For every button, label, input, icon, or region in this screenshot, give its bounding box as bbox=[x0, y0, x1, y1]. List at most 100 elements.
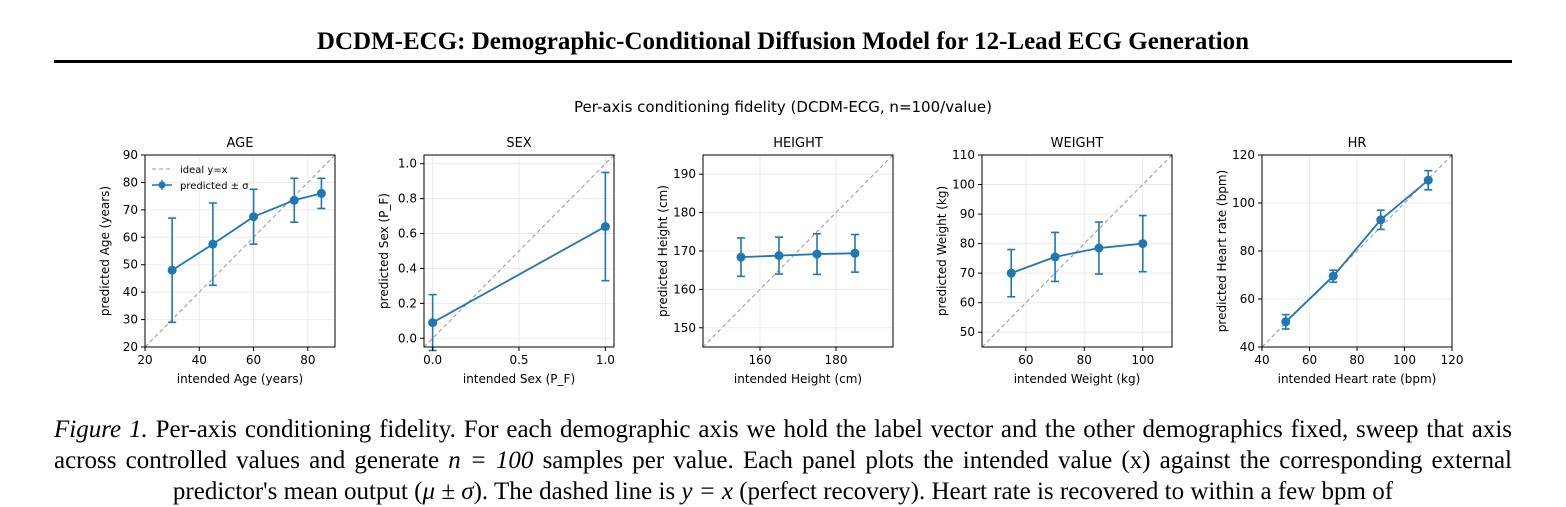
data-point bbox=[428, 318, 438, 328]
y-tick-label: 100 bbox=[1232, 196, 1255, 210]
y-tick-label: 110 bbox=[952, 148, 975, 162]
data-point bbox=[249, 212, 259, 222]
y-tick-label: 120 bbox=[1232, 148, 1255, 162]
y-tick-label: 50 bbox=[123, 258, 138, 272]
y-tick-label: 40 bbox=[1240, 340, 1255, 354]
y-tick-label: 0.6 bbox=[398, 227, 417, 241]
data-point bbox=[1376, 215, 1386, 225]
chart-panel-age: 20 40 60 80 20 30 40 50 60 70 80 90 AGE intended Age … bbox=[98, 136, 336, 386]
caption-label: Figure 1. bbox=[54, 416, 148, 443]
y-tick-label: 150 bbox=[673, 321, 696, 335]
legend-entry-ideal: ideal y=x bbox=[180, 165, 228, 176]
x-tick-label: 0.5 bbox=[509, 353, 528, 367]
data-point bbox=[208, 239, 218, 249]
chart-panel-hr: 40 60 80 100 120 40 60 80 100 120 HR intended Heart… bbox=[1215, 136, 1463, 386]
x-tick-label: 40 bbox=[1254, 353, 1269, 367]
y-tick-label: 180 bbox=[673, 206, 696, 220]
data-point bbox=[736, 252, 746, 262]
x-tick-label: 180 bbox=[825, 353, 848, 367]
y-tick-label: 90 bbox=[123, 148, 138, 162]
ideal-line bbox=[702, 154, 894, 348]
x-axis-label: intended Age (years) bbox=[177, 372, 303, 386]
x-tick-label: 40 bbox=[192, 353, 207, 367]
y-tick-label: 100 bbox=[952, 178, 975, 192]
y-tick-label: 60 bbox=[960, 296, 975, 310]
data-point bbox=[316, 188, 326, 198]
series-line bbox=[1010, 242, 1143, 274]
axes-frame bbox=[981, 154, 1173, 348]
panels-group: 20 40 60 80 20 30 40 50 60 70 80 90 AGE intended Age … bbox=[98, 136, 1463, 386]
x-tick-label: 0.0 bbox=[423, 353, 442, 367]
x-tick-label: 100 bbox=[1131, 353, 1154, 367]
caption-math-n: n = 100 bbox=[448, 447, 534, 474]
y-tick-label: 80 bbox=[123, 175, 138, 189]
data-point bbox=[1138, 239, 1148, 249]
axes-frame bbox=[144, 154, 336, 348]
x-tick-label: 60 bbox=[246, 353, 261, 367]
y-tick-label: 190 bbox=[673, 167, 696, 181]
y-axis-label: predicted Sex (P_F) bbox=[377, 193, 391, 309]
ideal-line bbox=[981, 154, 1173, 348]
data-point bbox=[774, 251, 784, 261]
y-axis-label: predicted Heart rate (bpm) bbox=[1215, 170, 1229, 332]
y-tick-label: 80 bbox=[960, 237, 975, 251]
y-tick-label: 90 bbox=[960, 207, 975, 221]
data-point bbox=[1006, 268, 1016, 278]
x-tick-label: 160 bbox=[749, 353, 772, 367]
x-tick-label: 100 bbox=[1393, 353, 1416, 367]
y-tick-label: 60 bbox=[123, 230, 138, 244]
caption-math-yx: y = x bbox=[681, 478, 733, 505]
figure-caption: Figure 1. Per-axis conditioning fidelity… bbox=[54, 414, 1512, 507]
data-point bbox=[850, 248, 860, 258]
data-point bbox=[1050, 252, 1060, 262]
chart-panel-height: 160 180 150 160 170 180 190 HEIGHT intended Heig… bbox=[656, 136, 894, 386]
y-tick-label: 70 bbox=[123, 203, 138, 217]
x-tick-label: 80 bbox=[300, 353, 315, 367]
legend-series-marker bbox=[158, 181, 166, 189]
series-line bbox=[740, 252, 856, 259]
y-tick-label: 70 bbox=[960, 266, 975, 280]
series-line bbox=[432, 225, 606, 324]
x-tick-label: 1.0 bbox=[596, 353, 615, 367]
y-tick-label: 160 bbox=[673, 282, 696, 296]
paper-running-title: DCDM-ECG: Demographic-Conditional Diffus… bbox=[316, 28, 1250, 55]
y-tick-label: 50 bbox=[960, 325, 975, 339]
caption-math-mu: μ ± σ bbox=[422, 478, 474, 505]
y-tick-label: 40 bbox=[123, 285, 138, 299]
x-tick-label: 120 bbox=[1441, 353, 1464, 367]
x-axis-label: intended Heart rate (bpm) bbox=[1278, 372, 1437, 386]
ideal-line bbox=[423, 154, 615, 348]
panel-title: SEX bbox=[506, 136, 531, 151]
ideal-line bbox=[144, 154, 336, 348]
legend-entry-series: predicted ± σ bbox=[180, 181, 249, 192]
data-point bbox=[1094, 243, 1104, 253]
y-tick-label: 170 bbox=[673, 244, 696, 258]
figure-suptitle: Per-axis conditioning fidelity (DCDM-ECG… bbox=[574, 98, 992, 116]
y-tick-label: 0.4 bbox=[398, 261, 417, 275]
y-axis-label: predicted Age (years) bbox=[98, 186, 112, 316]
x-tick-label: 20 bbox=[137, 353, 152, 367]
y-tick-label: 0.8 bbox=[398, 192, 417, 206]
data-point bbox=[600, 222, 610, 232]
caption-sentence-2: samples per value. Each panel plots the … bbox=[542, 447, 1423, 474]
data-point bbox=[289, 195, 299, 205]
x-axis-label: intended Height (cm) bbox=[734, 372, 862, 386]
x-tick-label: 80 bbox=[1349, 353, 1364, 367]
caption-sentence-4: ). The dashed line is bbox=[473, 478, 676, 505]
chart-panel-sex: 0.0 0.5 1.0 0.0 0.2 0.4 0.6 0.8 1.0 SEX intended S… bbox=[377, 136, 615, 386]
x-axis-label: intended Weight (kg) bbox=[1014, 372, 1141, 386]
caption-sentence-1: Per-axis conditioning fidelity. For each… bbox=[54, 416, 1512, 474]
panel-title: AGE bbox=[227, 136, 254, 151]
y-tick-label: 60 bbox=[1240, 292, 1255, 306]
title-rule bbox=[54, 60, 1512, 63]
y-tick-label: 0.0 bbox=[398, 331, 417, 345]
caption-sentence-5: (perfect recovery). Heart rate is recove… bbox=[739, 478, 1394, 505]
x-tick-label: 60 bbox=[1018, 353, 1033, 367]
data-point bbox=[1328, 271, 1338, 281]
series-line bbox=[171, 192, 322, 271]
y-tick-label: 30 bbox=[123, 313, 138, 327]
y-axis-label: predicted Weight (kg) bbox=[935, 186, 949, 316]
panel-title: HEIGHT bbox=[773, 136, 823, 151]
data-point bbox=[167, 265, 177, 275]
x-tick-label: 60 bbox=[1302, 353, 1317, 367]
